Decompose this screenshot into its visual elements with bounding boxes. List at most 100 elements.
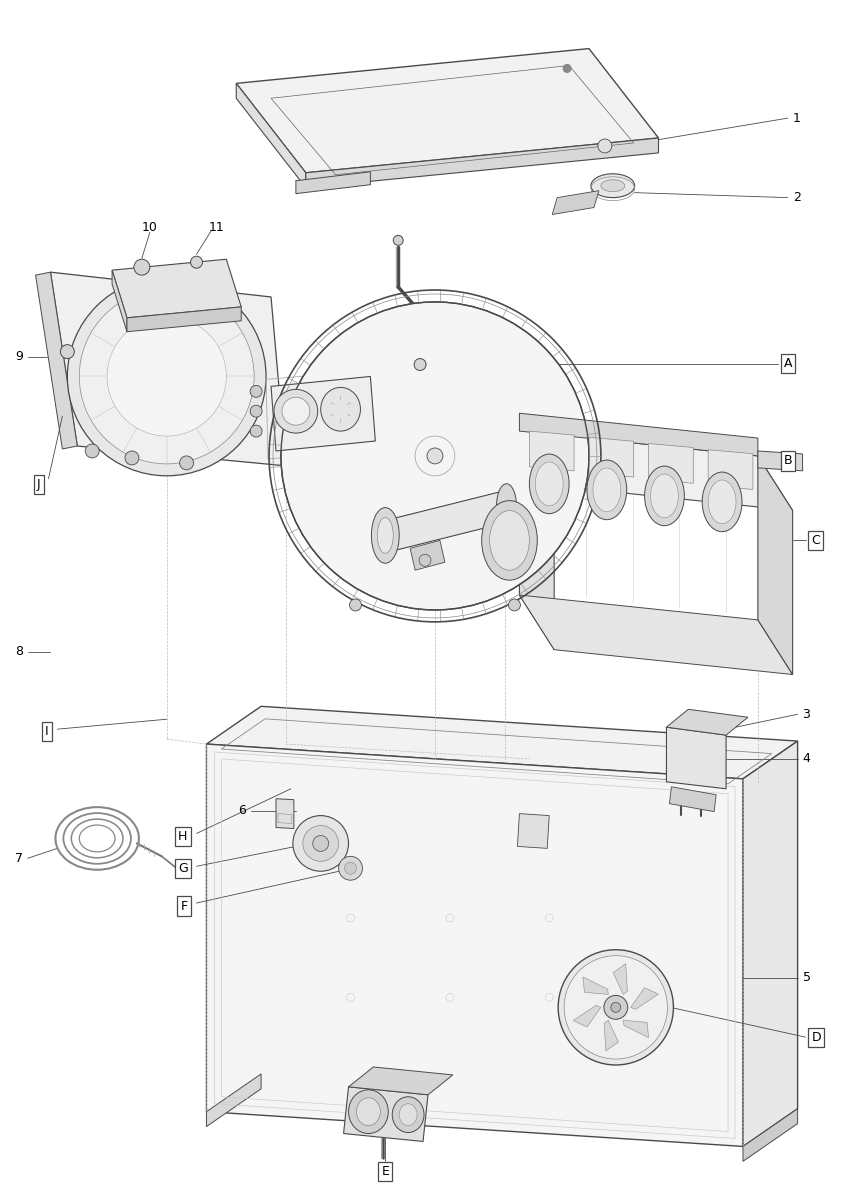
Polygon shape <box>583 977 608 995</box>
Text: E: E <box>381 1165 389 1177</box>
Ellipse shape <box>529 454 570 514</box>
Text: 6: 6 <box>238 804 247 817</box>
Polygon shape <box>112 259 241 318</box>
Ellipse shape <box>587 460 627 520</box>
Circle shape <box>393 235 403 245</box>
Circle shape <box>611 1002 621 1013</box>
Polygon shape <box>51 272 286 466</box>
Ellipse shape <box>371 508 399 563</box>
Text: B: B <box>783 455 792 468</box>
Ellipse shape <box>67 277 266 476</box>
Polygon shape <box>667 727 726 788</box>
Ellipse shape <box>497 484 516 528</box>
Polygon shape <box>743 742 798 1146</box>
Text: 4: 4 <box>802 752 810 766</box>
Circle shape <box>250 406 262 418</box>
Text: 1: 1 <box>793 112 801 125</box>
Text: 11: 11 <box>209 221 224 234</box>
Circle shape <box>250 385 262 397</box>
Polygon shape <box>520 431 554 649</box>
Circle shape <box>60 344 75 359</box>
Ellipse shape <box>591 174 635 198</box>
Polygon shape <box>276 799 294 828</box>
Polygon shape <box>758 456 793 674</box>
Polygon shape <box>410 540 445 570</box>
Polygon shape <box>344 1087 428 1141</box>
FancyArrowPatch shape <box>347 414 350 416</box>
Ellipse shape <box>708 480 736 523</box>
Text: F: F <box>180 900 187 912</box>
Ellipse shape <box>399 1104 417 1126</box>
Text: 2: 2 <box>793 191 801 204</box>
Ellipse shape <box>490 510 529 570</box>
Text: I: I <box>45 725 48 738</box>
Polygon shape <box>552 191 599 215</box>
Ellipse shape <box>535 462 564 505</box>
Ellipse shape <box>282 397 310 425</box>
Ellipse shape <box>356 1098 381 1126</box>
Ellipse shape <box>107 317 226 436</box>
Ellipse shape <box>702 472 742 532</box>
Circle shape <box>134 259 149 275</box>
Ellipse shape <box>281 302 589 610</box>
Polygon shape <box>708 450 752 490</box>
Polygon shape <box>743 1109 798 1162</box>
Ellipse shape <box>349 1090 388 1134</box>
Text: 9: 9 <box>15 350 22 364</box>
Text: 7: 7 <box>15 852 22 865</box>
Ellipse shape <box>338 857 362 880</box>
Polygon shape <box>669 787 716 811</box>
Ellipse shape <box>393 1097 424 1133</box>
Circle shape <box>350 599 362 611</box>
Polygon shape <box>306 138 659 187</box>
Text: D: D <box>812 1031 821 1044</box>
Circle shape <box>598 139 612 152</box>
Ellipse shape <box>650 474 679 517</box>
Polygon shape <box>295 172 370 193</box>
Text: C: C <box>812 534 820 547</box>
Ellipse shape <box>274 389 318 433</box>
Circle shape <box>180 456 193 470</box>
FancyArrowPatch shape <box>331 414 334 416</box>
Circle shape <box>85 444 99 458</box>
Text: H: H <box>178 830 187 842</box>
Polygon shape <box>631 988 659 1009</box>
Ellipse shape <box>293 816 349 871</box>
Polygon shape <box>667 709 748 736</box>
Polygon shape <box>271 377 375 451</box>
Polygon shape <box>206 744 743 1146</box>
Circle shape <box>604 996 628 1019</box>
Ellipse shape <box>313 835 329 851</box>
Text: 5: 5 <box>802 971 811 984</box>
Text: J: J <box>37 479 40 491</box>
Polygon shape <box>624 1020 649 1038</box>
Polygon shape <box>520 595 793 674</box>
Polygon shape <box>112 270 127 331</box>
Ellipse shape <box>644 466 685 526</box>
Polygon shape <box>517 814 549 848</box>
Polygon shape <box>349 1067 453 1094</box>
Polygon shape <box>758 451 802 470</box>
Text: 10: 10 <box>142 221 158 234</box>
Polygon shape <box>604 1020 618 1051</box>
Polygon shape <box>520 413 758 456</box>
Text: 3: 3 <box>802 708 810 721</box>
Polygon shape <box>236 48 659 173</box>
Ellipse shape <box>79 289 254 464</box>
Polygon shape <box>236 83 306 187</box>
Text: 8: 8 <box>15 646 22 658</box>
Ellipse shape <box>320 388 361 431</box>
Circle shape <box>125 451 139 464</box>
Polygon shape <box>589 437 634 478</box>
Polygon shape <box>529 431 574 470</box>
Polygon shape <box>386 491 515 551</box>
Text: G: G <box>178 862 187 875</box>
Ellipse shape <box>303 826 338 862</box>
Polygon shape <box>573 1006 601 1027</box>
Polygon shape <box>35 272 77 449</box>
Circle shape <box>427 448 443 464</box>
Circle shape <box>191 257 203 268</box>
FancyArrowPatch shape <box>331 403 334 404</box>
Text: A: A <box>783 358 792 370</box>
Ellipse shape <box>558 949 673 1064</box>
